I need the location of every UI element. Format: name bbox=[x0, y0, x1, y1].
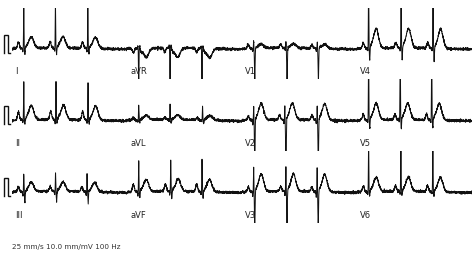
Text: V6: V6 bbox=[360, 211, 371, 220]
Text: V5: V5 bbox=[360, 139, 371, 148]
Text: V3: V3 bbox=[245, 211, 256, 220]
Text: aVL: aVL bbox=[130, 139, 146, 148]
Text: aVR: aVR bbox=[130, 68, 147, 77]
Text: I: I bbox=[15, 68, 18, 77]
Text: V1: V1 bbox=[245, 68, 256, 77]
Text: II: II bbox=[15, 139, 20, 148]
Text: aVF: aVF bbox=[130, 211, 146, 220]
Text: 25 mm/s 10.0 mm/mV 100 Hz: 25 mm/s 10.0 mm/mV 100 Hz bbox=[12, 244, 120, 250]
Text: V4: V4 bbox=[360, 68, 371, 77]
Text: V2: V2 bbox=[245, 139, 256, 148]
Text: III: III bbox=[15, 211, 23, 220]
